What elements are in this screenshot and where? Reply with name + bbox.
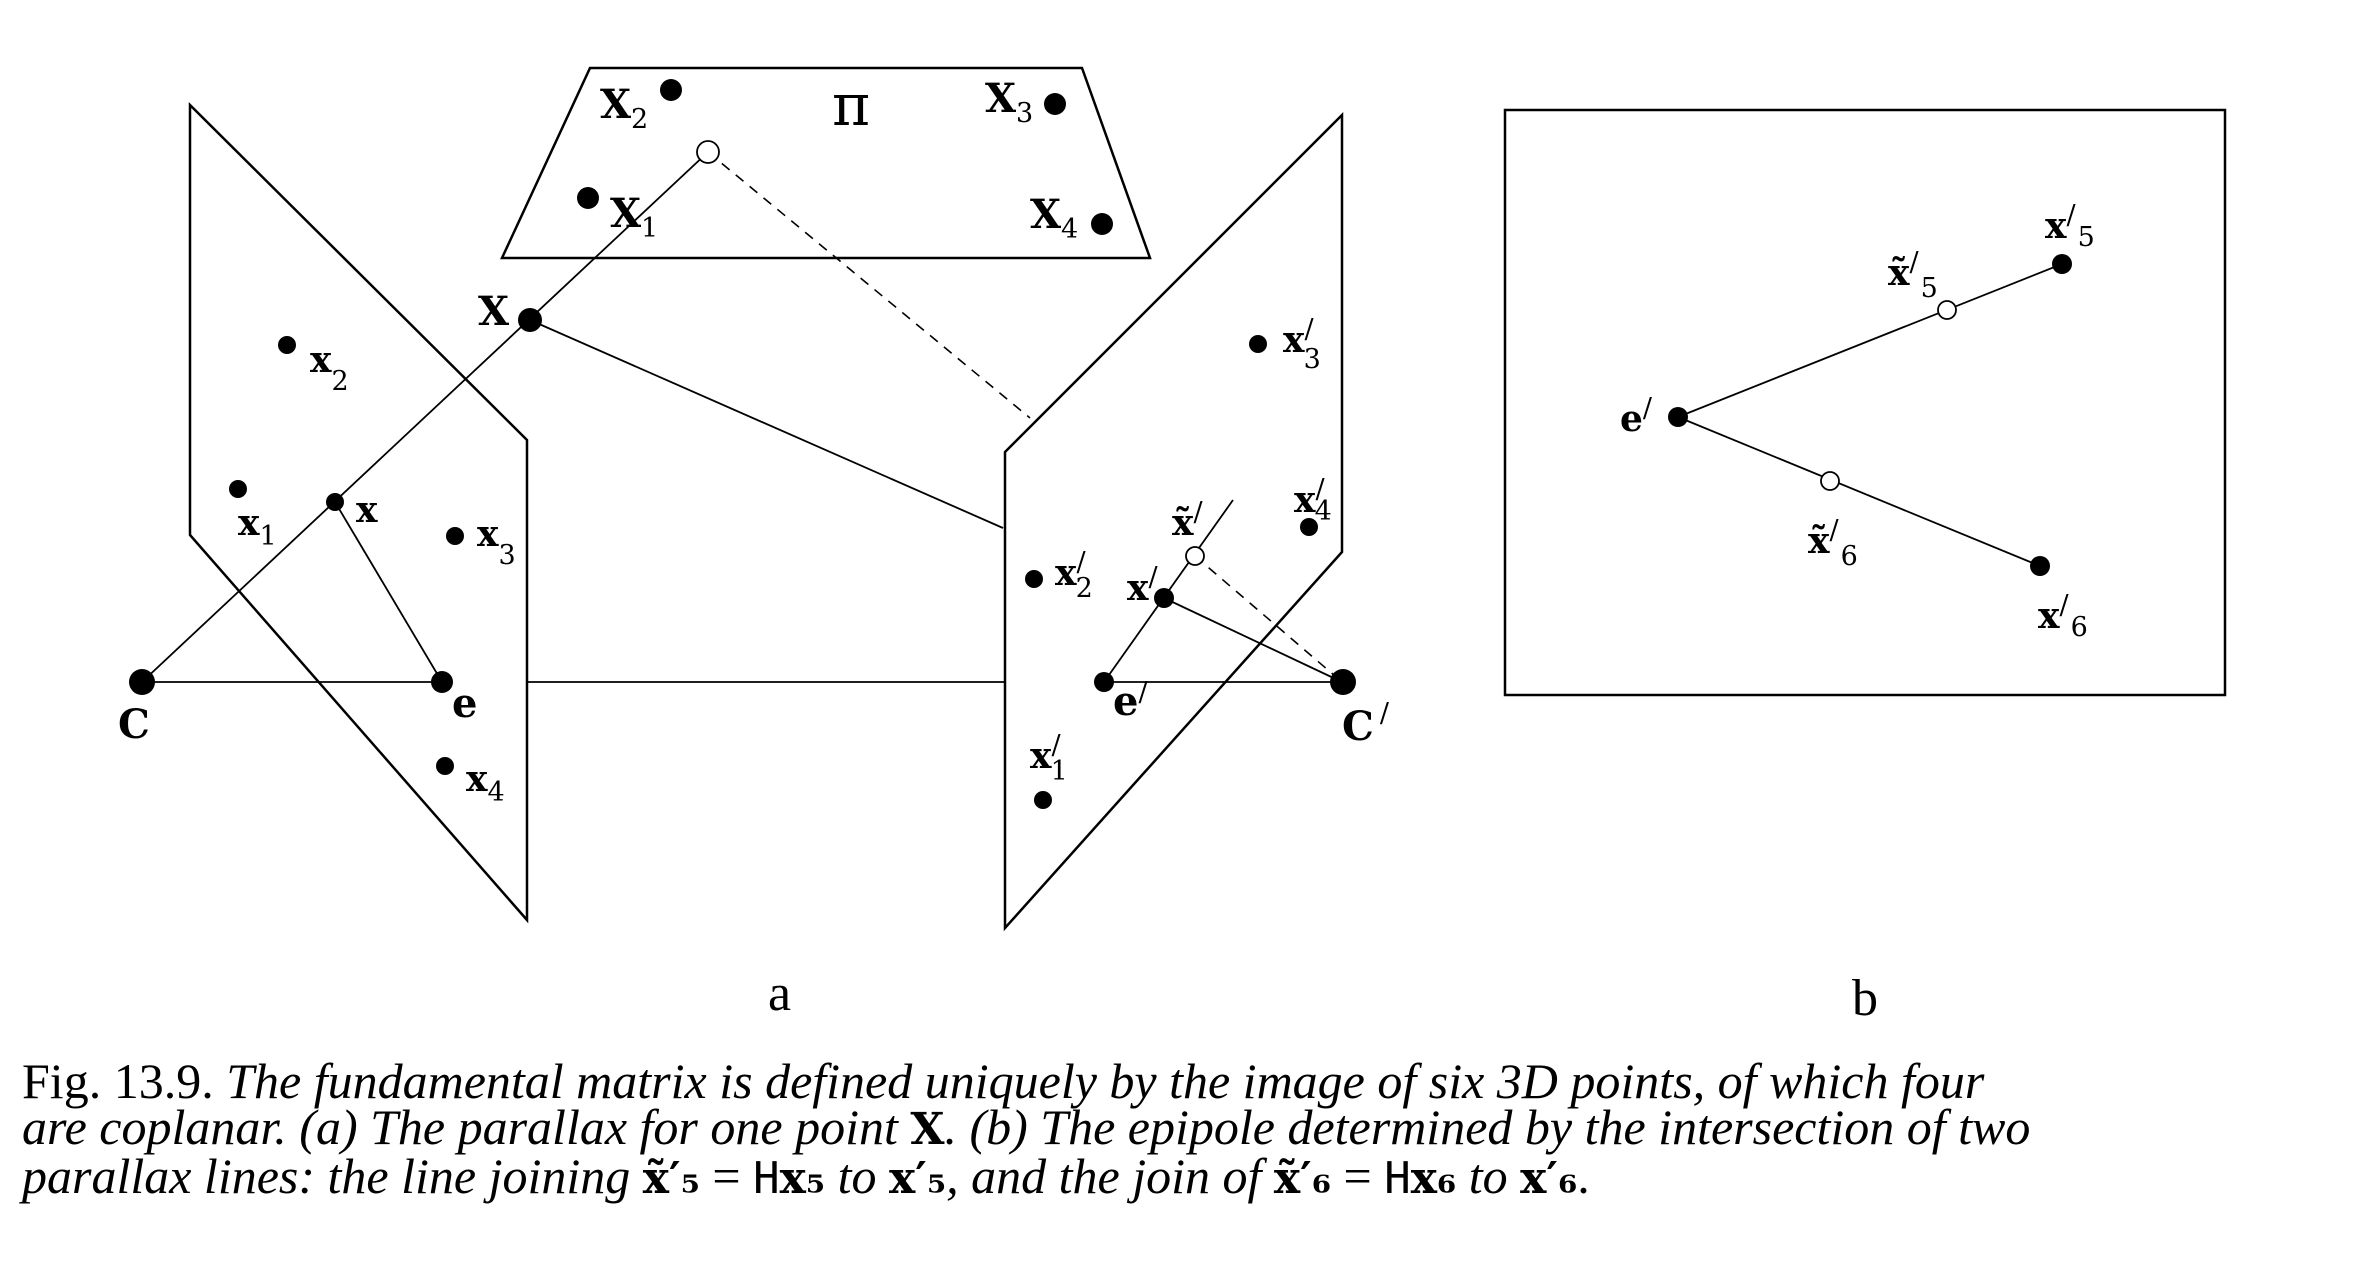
label-x2: x2 — [310, 339, 349, 397]
label-e: e — [452, 680, 477, 727]
left-point-x4 — [436, 757, 454, 775]
left-image-plane — [188, 101, 529, 924]
label-e-prime: e/ — [1113, 677, 1148, 725]
caption-equals-1: = — [699, 1148, 754, 1204]
caption-math-x6-tilde: x̃′₆ — [1273, 1153, 1331, 1204]
caption-H-2: H — [1384, 1153, 1411, 1204]
panel-b-label-x6-prime: x/6 — [2038, 590, 2088, 643]
caption-figure-number: Fig. 13.9. — [22, 1053, 214, 1109]
caption-line-3: parallax lines: the line joining x̃′₅ = … — [22, 1151, 2352, 1204]
panel-b-label-x5-tilde: x̃/5 — [1888, 247, 1938, 304]
dashed-parallax — [1194, 555, 1343, 683]
world-plane-pi — [500, 66, 1152, 260]
left-point-x — [326, 493, 344, 511]
plane-projection-point — [696, 140, 720, 164]
caption-math-x5-tilde: x̃′₅ — [642, 1153, 700, 1204]
plane-pi-label: π — [832, 71, 870, 139]
panel-b-epipole — [1668, 407, 1688, 427]
panel-b-label-e-prime: e/ — [1620, 393, 1653, 440]
world-point-X — [518, 308, 542, 332]
parallax-line-6 — [1677, 416, 2041, 567]
panel-b-point-x6-tilde — [1820, 471, 1840, 491]
panel-b-label-x5-prime: x/5 — [2045, 200, 2095, 253]
label-X1: X1 — [610, 190, 658, 244]
world-point-X1 — [577, 187, 599, 209]
panel-b-label: b — [1852, 970, 1878, 1027]
dashed-projection — [707, 151, 1031, 419]
right-point-x4 — [1300, 518, 1318, 536]
label-x3: x3 — [477, 513, 516, 571]
world-point-X2 — [660, 79, 682, 101]
caption-H-1: H — [753, 1153, 780, 1204]
world-point-X4 — [1091, 213, 1113, 235]
label-x: x — [356, 489, 378, 531]
figure-caption: Fig. 13.9. The fundamental matrix is def… — [22, 1056, 2352, 1204]
caption-to-2: to — [1456, 1148, 1521, 1204]
caption-symbol-X: X — [910, 1104, 945, 1155]
caption-to-1: to — [825, 1148, 889, 1204]
label-x1: x1 — [238, 502, 277, 552]
panel-b-frame — [1503, 108, 2227, 697]
label-x4-prime: x/4 — [1294, 474, 1332, 527]
caption-math-x6-prime: x′₆ — [1520, 1153, 1578, 1204]
label-x1-prime: x/1 — [1030, 730, 1068, 787]
left-point-x3 — [446, 527, 464, 545]
right-point-x2 — [1025, 570, 1043, 588]
panel-a: π X1 X2 X3 X4 X x1 — [118, 66, 1390, 1022]
label-x2-prime: x/2 — [1055, 547, 1093, 604]
right-point-x — [1154, 588, 1174, 608]
caption-math-x5: x₅ — [779, 1153, 826, 1204]
left-epipole — [431, 671, 453, 693]
right-epipole — [1094, 672, 1114, 692]
camera-centre-C-prime — [1330, 669, 1356, 695]
caption-line-2: are coplanar. (a) The parallax for one p… — [22, 1102, 2352, 1155]
right-point-x-tilde — [1185, 546, 1205, 566]
camera-centre-C — [129, 669, 155, 695]
caption-line-3-text-a: parallax lines: the line joining — [22, 1148, 631, 1204]
right-image-plane — [1003, 111, 1344, 932]
world-point-X3 — [1044, 93, 1066, 115]
caption-math-x5-prime: x′₅ — [889, 1153, 947, 1204]
label-x-tilde-prime: x̃/ — [1172, 497, 1203, 544]
parallax-line-5 — [1677, 263, 2063, 418]
panel-b-point-x5 — [2052, 254, 2072, 274]
right-point-x1 — [1034, 791, 1052, 809]
caption-math-x6: x₆ — [1410, 1153, 1457, 1204]
label-X: X — [478, 288, 509, 335]
caption-equals-2: = — [1330, 1148, 1385, 1204]
left-point-x1 — [229, 480, 247, 498]
caption-line-2-text-a: are coplanar. (a) The parallax for one p… — [22, 1099, 898, 1155]
epipolar-line-left — [334, 501, 443, 683]
caption-line-1-text: The fundamental matrix is defined unique… — [226, 1053, 1985, 1109]
label-C-prime: C / — [1342, 698, 1390, 750]
caption-period: . — [1577, 1148, 1590, 1204]
caption-line-2-text-b: . (b) The epipole determined by the inte… — [944, 1099, 2031, 1155]
epipolar-line-right — [1163, 597, 1343, 683]
panel-b-point-x6 — [2030, 556, 2050, 576]
left-point-x2 — [278, 336, 296, 354]
right-point-x3 — [1249, 335, 1267, 353]
label-x-prime: x/ — [1127, 562, 1158, 609]
panel-b: e/ x/5 x/6 x̃/5 x̃/6 b — [1503, 108, 2227, 1027]
panel-b-label-x6-tilde: x̃/6 — [1808, 515, 1858, 572]
label-X4: X4 — [1030, 191, 1078, 245]
caption-line-3-text-b: , and the join of — [946, 1148, 1262, 1204]
label-x4: x4 — [466, 758, 505, 808]
ray-c-to-plane-point — [141, 151, 709, 683]
label-C: C — [118, 701, 150, 748]
panel-a-label: a — [768, 965, 791, 1022]
ray-X-to-right — [529, 319, 1004, 529]
label-x3-prime: x/3 — [1283, 314, 1321, 375]
caption-line-1: Fig. 13.9. The fundamental matrix is def… — [22, 1056, 2352, 1106]
label-X2: X2 — [600, 81, 648, 135]
label-X3: X3 — [985, 75, 1033, 129]
panel-b-point-x5-tilde — [1937, 300, 1957, 320]
